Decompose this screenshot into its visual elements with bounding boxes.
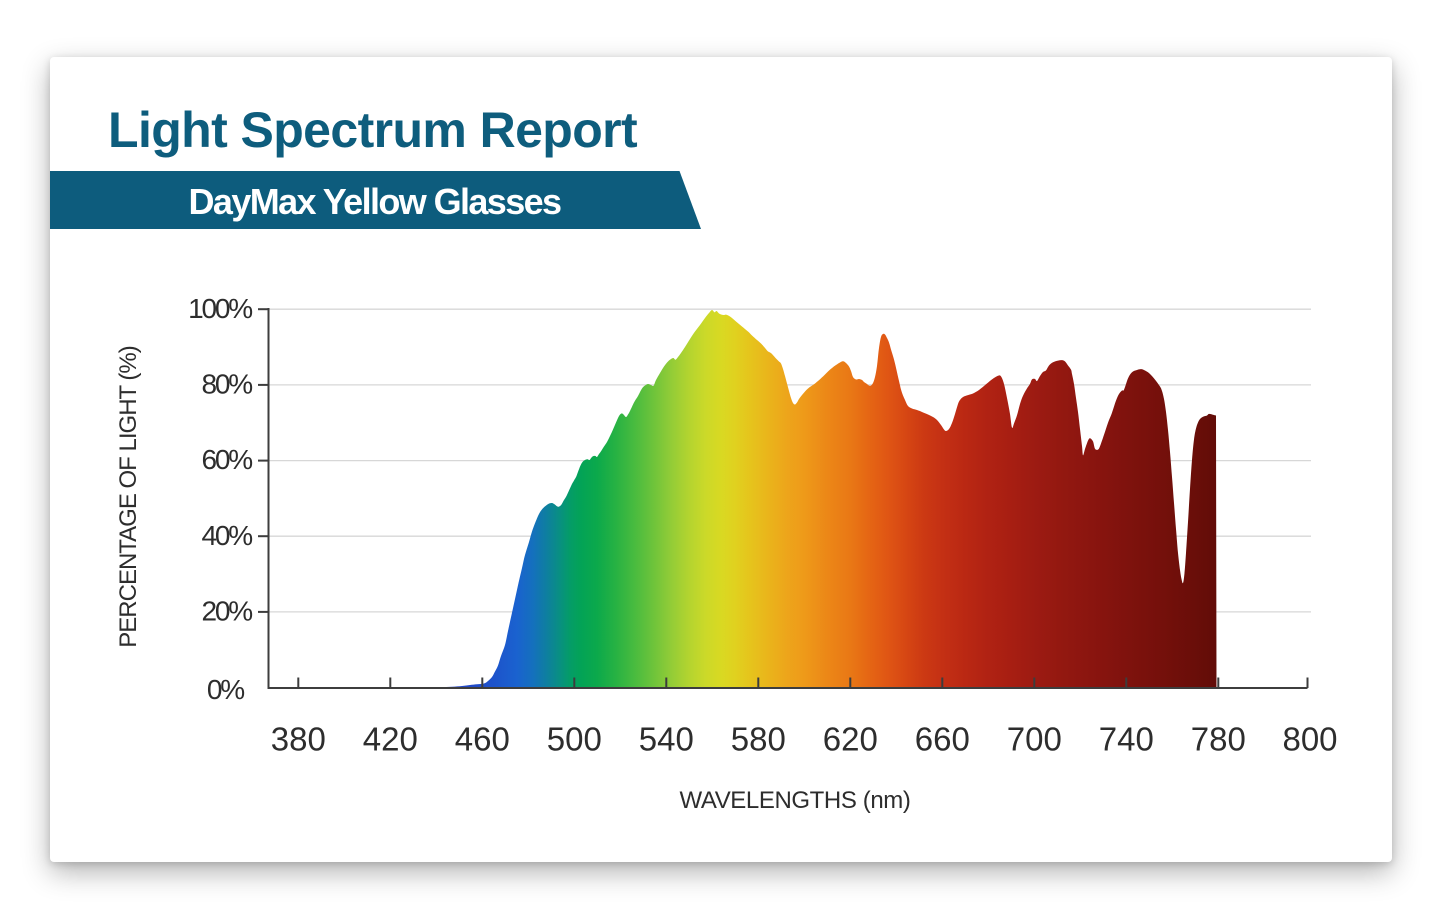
svg-text:80%: 80% (202, 369, 253, 400)
svg-text:20%: 20% (202, 596, 253, 627)
svg-text:PERCENTAGE OF LIGHT (%): PERCENTAGE OF LIGHT (%) (115, 346, 142, 647)
svg-text:380: 380 (271, 721, 326, 758)
svg-text:780: 780 (1191, 721, 1246, 758)
svg-text:740: 740 (1099, 721, 1154, 758)
svg-text:620: 620 (823, 721, 878, 758)
svg-text:0%: 0% (207, 674, 244, 705)
svg-text:420: 420 (363, 721, 418, 758)
svg-text:60%: 60% (202, 444, 253, 475)
svg-text:540: 540 (639, 721, 694, 758)
svg-text:100%: 100% (188, 293, 252, 324)
svg-text:500: 500 (547, 721, 602, 758)
svg-text:WAVELENGTHS (nm): WAVELENGTHS (nm) (680, 787, 911, 814)
svg-text:800: 800 (1282, 721, 1337, 758)
svg-text:40%: 40% (202, 520, 253, 551)
svg-text:460: 460 (455, 721, 510, 758)
svg-text:660: 660 (915, 721, 970, 758)
svg-text:700: 700 (1007, 721, 1062, 758)
svg-text:580: 580 (731, 721, 786, 758)
